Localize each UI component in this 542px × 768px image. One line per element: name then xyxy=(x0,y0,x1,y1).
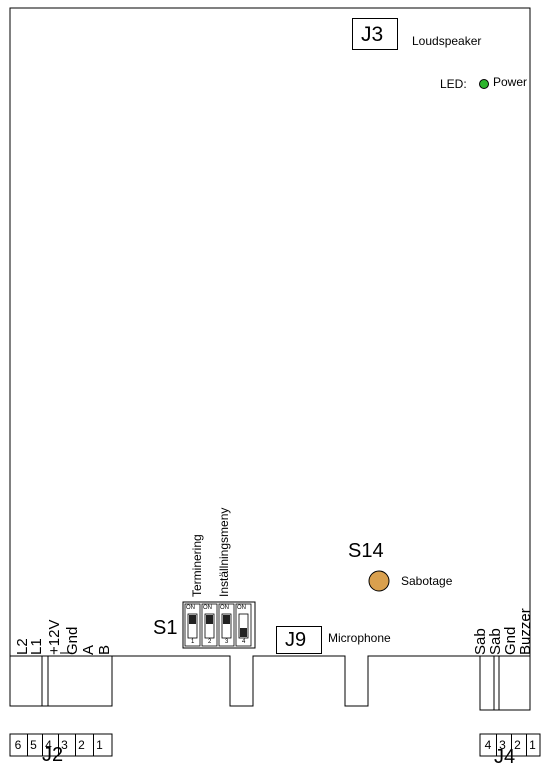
dip-4 xyxy=(235,603,252,647)
j4-pin-strip xyxy=(479,733,541,757)
j4-pin-4: 4 xyxy=(484,738,492,752)
j2-signal-a: A xyxy=(80,644,97,655)
j2-pin-2: 2 xyxy=(75,734,87,756)
j2-pin-4: 4 xyxy=(42,734,54,756)
dip-1 xyxy=(184,603,201,647)
j4-signal-sab-1: Sab xyxy=(472,628,489,655)
dip-3 xyxy=(218,603,235,647)
j2-pin-1: 1 xyxy=(93,734,105,756)
s1-pos-1: 1 xyxy=(191,639,195,645)
j2-terminal-block xyxy=(9,655,113,707)
led-name: Power xyxy=(493,75,528,89)
j4-terminal-block xyxy=(479,655,531,711)
j2-signal-12v: +12V xyxy=(46,619,63,655)
s1-on-3: ON xyxy=(220,605,229,611)
s14-sabotage-switch xyxy=(368,570,390,592)
j4-label: J4 xyxy=(494,746,516,768)
j4-signal-buzzer: Buzzer xyxy=(517,608,534,655)
s1-on-4: ON xyxy=(237,605,246,611)
led-label: LED: xyxy=(440,77,467,91)
j9-connector: J9 xyxy=(276,626,322,654)
s1-pos-2: 2 xyxy=(208,639,212,645)
s1-function-terminering: Terminering xyxy=(190,534,204,597)
power-led xyxy=(479,79,489,89)
j2-signal-gnd: Gnd xyxy=(64,626,81,655)
j9-label: J9 xyxy=(285,629,307,651)
board-outline xyxy=(9,7,531,711)
s1-function-installningsmeny: Inställningsmeny xyxy=(217,507,231,597)
j2-signal-b: B xyxy=(96,644,113,655)
s1-label: S1 xyxy=(153,617,178,639)
dip-2 xyxy=(201,603,218,647)
s1-pos-3: 3 xyxy=(225,639,229,645)
j2-pin-5: 5 xyxy=(27,734,39,756)
s1-pos-4: 4 xyxy=(242,639,246,645)
s1-dip-switch xyxy=(182,601,256,649)
j2-pin-strip xyxy=(9,733,113,757)
j3-label: J3 xyxy=(361,23,384,46)
j2-pin-6: 6 xyxy=(14,738,22,752)
s1-on-1: ON xyxy=(186,605,195,611)
j4-signal-sab-2: Sab xyxy=(487,628,504,655)
s1-on-2: ON xyxy=(203,605,212,611)
s14-label: S14 xyxy=(348,540,384,562)
j4-signal-gnd: Gnd xyxy=(502,626,519,655)
j2-pin-3: 3 xyxy=(58,734,70,756)
j2-signal-l1: L1 xyxy=(28,638,45,655)
j4-pin-3: 3 xyxy=(496,734,508,756)
j3-connector: J3 xyxy=(352,18,398,50)
j9-desc: Microphone xyxy=(328,631,391,645)
j4-pin-1: 1 xyxy=(526,734,538,756)
j2-label: J2 xyxy=(42,744,64,766)
j3-desc: Loudspeaker xyxy=(412,34,482,48)
j4-pin-2: 2 xyxy=(511,734,523,756)
s14-desc: Sabotage xyxy=(401,574,453,588)
